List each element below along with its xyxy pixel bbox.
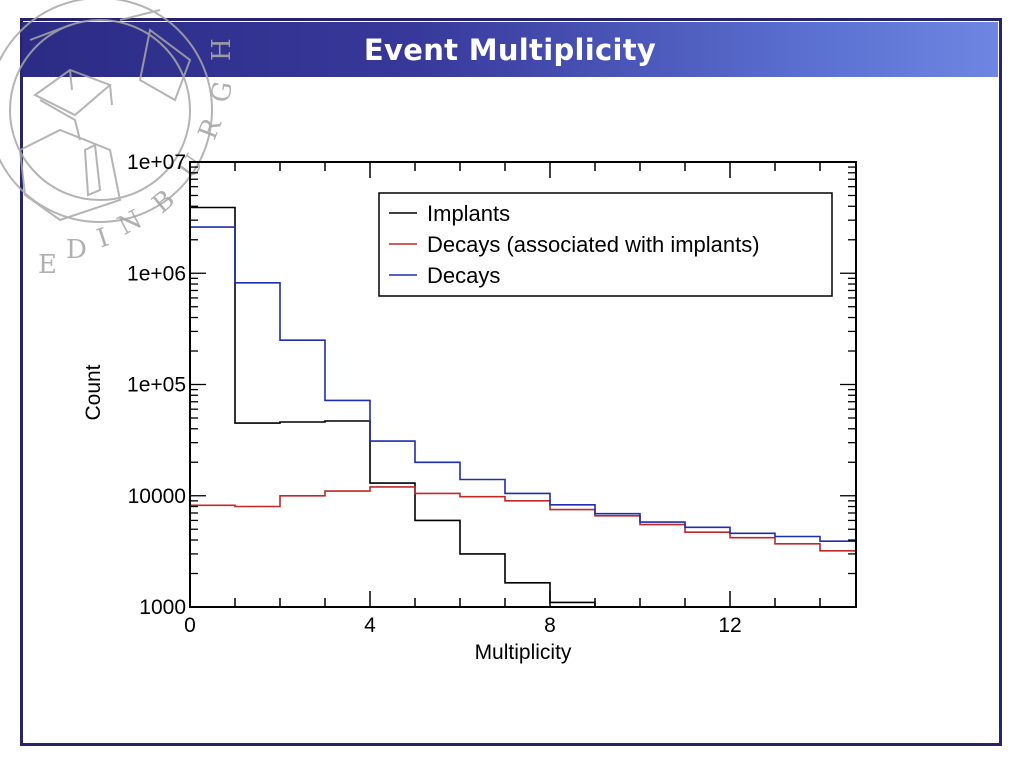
ticks-layer — [189, 161, 856, 608]
seal-letter: E — [38, 250, 57, 280]
x-axis-title: Multiplicity — [475, 641, 572, 664]
y-tick-label: 1000 — [139, 596, 186, 619]
legend-label: Decays (associated with implants) — [427, 232, 760, 257]
legend: Implants Decays (associated with implants… — [378, 192, 833, 297]
x-tick-label: 0 — [184, 614, 196, 637]
y-tick-label: 1e+07 — [127, 151, 186, 174]
series-line-1 — [190, 486, 856, 552]
legend-label: Decays — [427, 263, 500, 288]
seal-letter: D — [66, 235, 87, 265]
seal-letter: H — [207, 38, 237, 61]
legend-label: Implants — [427, 201, 510, 226]
y-tick-label: 10000 — [128, 485, 186, 508]
y-tick-label: 1e+06 — [127, 262, 186, 285]
labels-layer: 0 4 8 12 1000 10000 1e+05 1e+06 1e+07 — [127, 151, 742, 637]
x-tick-label: 4 — [364, 614, 376, 637]
series-line-2 — [190, 226, 856, 542]
x-tick-label: 12 — [718, 614, 741, 637]
title-bar: Event Multiplicity — [22, 22, 998, 77]
y-axis-title: Count — [82, 364, 105, 420]
university-seal-icon: E D I N B U R G H — [0, 0, 239, 280]
slide-frame — [20, 18, 1002, 746]
seal-letter: G — [206, 79, 239, 105]
x-tick-label: 8 — [544, 614, 556, 637]
legend-box — [378, 192, 833, 297]
y-tick-label: 1e+05 — [127, 374, 186, 397]
slide-title: Event Multiplicity — [363, 32, 657, 67]
